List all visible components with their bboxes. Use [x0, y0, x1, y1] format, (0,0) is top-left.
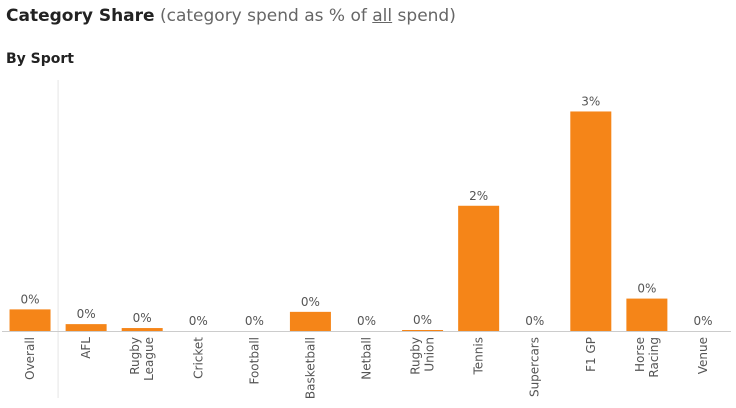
data-label-2: 0%: [133, 311, 152, 325]
x-tick-label-4-0: Football: [247, 337, 261, 385]
bar-0: [9, 309, 51, 331]
x-tick-label-0-0: Overall: [23, 337, 37, 380]
data-label-9: 0%: [525, 314, 544, 328]
data-label-0: 0%: [21, 292, 40, 306]
x-tick-label-10-0: F1 GP: [584, 337, 598, 372]
chart-subtitle: By Sport: [6, 51, 74, 67]
data-label-1: 0%: [77, 307, 96, 321]
x-tick-label-3-0: Cricket: [191, 337, 205, 379]
x-tick-label-11-1: Racing: [647, 337, 661, 378]
data-label-3: 0%: [189, 314, 208, 328]
bar-5: [289, 311, 331, 331]
x-tick-label-7-1: Union: [423, 337, 437, 372]
bar-8: [458, 205, 500, 331]
x-tick-label-7-0: Rugby: [409, 337, 423, 375]
x-tick-label-2-0: Rugby: [128, 337, 142, 375]
data-label-5: 0%: [301, 295, 320, 309]
x-tick-label-11-0: Horse: [633, 337, 647, 372]
chart-title-sub-pre: (category spend as % of: [159, 6, 373, 26]
chart-title-sub-post: spend): [392, 6, 456, 26]
data-label-6: 0%: [357, 314, 376, 328]
data-label-4: 0%: [245, 314, 264, 328]
x-tick-label-5-0: Basketball: [303, 337, 317, 399]
chart-title-sub-emphasis: all: [372, 6, 393, 26]
data-label-10: 3%: [581, 94, 600, 108]
chart-title-main: Category Share: [6, 6, 155, 26]
chart-title: Category Share (category spend as % of a…: [6, 6, 456, 26]
x-tick-label-1-0: AFL: [79, 337, 93, 359]
data-label-7: 0%: [413, 313, 432, 327]
x-tick-label-6-0: Netball: [360, 337, 374, 380]
data-label-12: 0%: [693, 314, 712, 328]
x-tick-label-12-0: Venue: [696, 337, 710, 374]
data-label-11: 0%: [637, 282, 656, 296]
x-tick-label-2-1: League: [142, 337, 156, 381]
bar-11: [626, 298, 668, 331]
bar-10: [570, 111, 612, 332]
x-tick-label-8-0: Tennis: [472, 337, 486, 375]
bar-2: [121, 328, 163, 331]
bar-7: [402, 330, 444, 331]
data-label-8: 2%: [469, 189, 488, 203]
chart-title-subtext: (category spend as % of all spend): [160, 6, 456, 26]
bar-1: [65, 324, 107, 331]
x-tick-label-9-0: Supercars: [528, 337, 542, 397]
